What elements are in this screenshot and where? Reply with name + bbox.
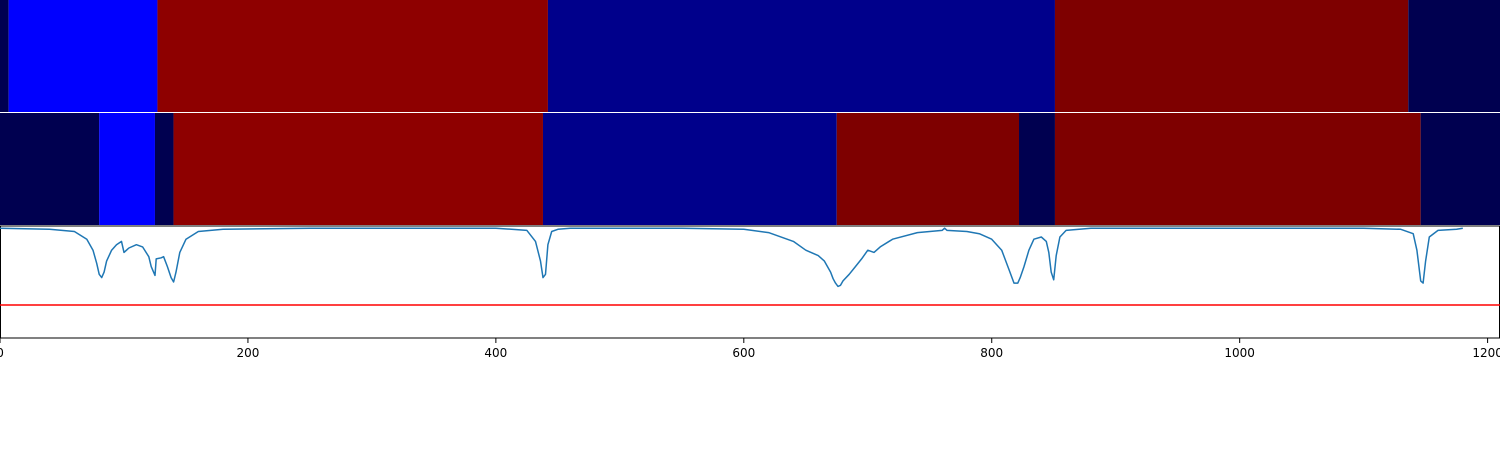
strip-1	[0, 0, 1500, 112]
strip-2-segment-1	[0, 113, 100, 225]
x-tick-label-1000: 1000	[1224, 346, 1255, 360]
strip-1-segment-1	[0, 0, 9, 112]
segment-strips	[0, 0, 1500, 225]
strip-2-segment-5	[542, 113, 837, 225]
strip-2-segment-8	[1054, 113, 1421, 225]
x-tick-label-600: 600	[732, 346, 755, 360]
line-panel-frame	[0, 225, 1500, 339]
x-tick-label-200: 200	[236, 346, 259, 360]
strip-2-segment-7	[1019, 113, 1055, 225]
strip-2	[0, 113, 1500, 225]
strip-1-segment-2	[8, 0, 158, 112]
line-panel	[0, 225, 1500, 339]
x-tick-label-800: 800	[980, 346, 1003, 360]
x-tick-label-400: 400	[484, 346, 507, 360]
strip-2-segment-2	[99, 113, 155, 225]
strip-1-segment-6	[1408, 0, 1500, 112]
x-axis: 0 200 400 600 800 1000 1200	[0, 338, 1500, 360]
strip-2-segment-6	[836, 113, 1020, 225]
strip-1-segment-5	[1054, 0, 1409, 112]
strip-2-segment-3	[154, 113, 174, 225]
strip-1-segment-3	[157, 0, 548, 112]
x-tick-label-0: 0	[0, 346, 4, 360]
strip-2-segment-9	[1420, 113, 1500, 225]
strip-2-segment-4	[173, 113, 543, 225]
x-tick-label-1200: 1200	[1472, 346, 1500, 360]
series-line	[0, 227, 1463, 288]
strip-1-segment-4	[547, 0, 1055, 112]
